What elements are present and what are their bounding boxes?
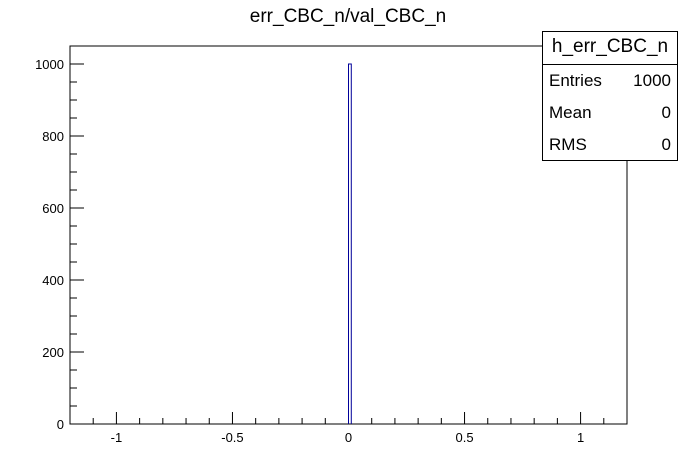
x-tick-label: 0.5 [456, 430, 474, 445]
stats-label: Entries [549, 71, 602, 90]
stats-value: 1000 [633, 71, 671, 90]
x-tick-label: 1 [577, 430, 584, 445]
x-tick-label: -1 [111, 430, 123, 445]
stats-value: 0 [661, 135, 671, 154]
stats-row-mean: Mean 0 [543, 97, 677, 129]
stats-row-entries: Entries 1000 [543, 65, 677, 97]
y-tick-label: 200 [42, 345, 64, 360]
histogram-bar [348, 63, 352, 424]
x-tick-label: 0 [345, 430, 352, 445]
y-tick-label: 600 [42, 201, 64, 216]
chart-title: err_CBC_n/val_CBC_n [249, 6, 447, 27]
stats-row-rms: RMS 0 [543, 129, 677, 161]
x-tick-label: -0.5 [221, 430, 243, 445]
stats-box: h_err_CBC_n Entries 1000 Mean 0 RMS 0 [542, 31, 678, 161]
y-tick-label: 800 [42, 129, 64, 144]
y-tick-label: 400 [42, 273, 64, 288]
y-tick-label: 1000 [35, 57, 64, 72]
stats-box-title: h_err_CBC_n [543, 32, 677, 65]
y-tick-label: 0 [57, 417, 64, 432]
stats-value: 0 [661, 103, 671, 122]
stats-label: RMS [549, 135, 587, 154]
stats-label: Mean [549, 103, 592, 122]
